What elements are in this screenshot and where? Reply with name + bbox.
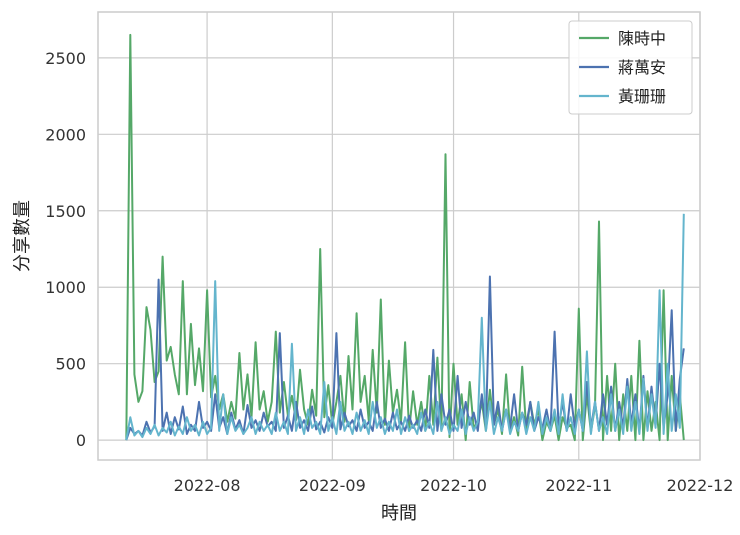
x-axis-title: 時間 bbox=[381, 503, 417, 524]
x-axis-ticks: 2022-08 2022-09 2022-10 2022-11 2022-12 bbox=[174, 476, 734, 495]
y-axis-ticks: 0 500 1000 1500 2000 2500 bbox=[45, 49, 86, 450]
y-axis-title: 分享數量 bbox=[12, 200, 33, 272]
x-tick-label: 2022-10 bbox=[420, 476, 487, 495]
series-lines bbox=[125, 33, 685, 442]
y-tick-label: 0 bbox=[76, 431, 86, 450]
x-tick-label: 2022-08 bbox=[174, 476, 241, 495]
y-tick-label: 1000 bbox=[45, 278, 86, 297]
legend-label: 陳時中 bbox=[618, 29, 666, 48]
y-tick-label: 2000 bbox=[45, 125, 86, 144]
y-tick-label: 500 bbox=[55, 355, 86, 374]
x-tick-label: 2022-11 bbox=[545, 476, 612, 495]
plot-frame bbox=[97, 11, 701, 461]
x-tick-label: 2022-12 bbox=[667, 476, 734, 495]
x-tick-label: 2022-09 bbox=[299, 476, 366, 495]
y-tick-label: 2500 bbox=[45, 49, 86, 68]
y-tick-label: 1500 bbox=[45, 202, 86, 221]
legend-label: 黃珊珊 bbox=[618, 87, 666, 106]
series-line-3 bbox=[125, 213, 685, 441]
legend-box bbox=[568, 20, 693, 115]
legend-label: 蔣萬安 bbox=[618, 58, 666, 77]
